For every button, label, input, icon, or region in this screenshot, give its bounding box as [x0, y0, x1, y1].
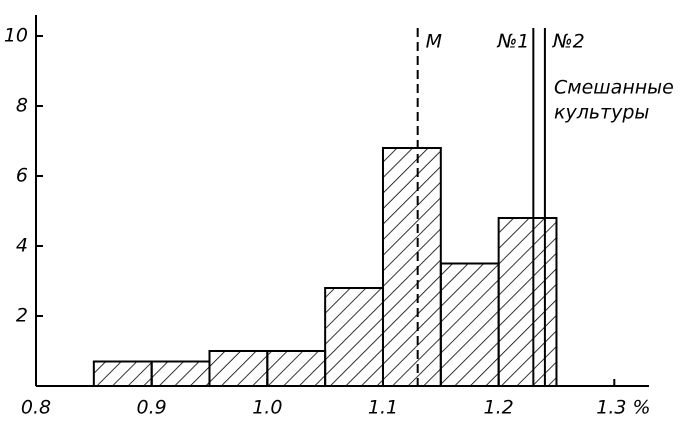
histogram-bar: [92, 360, 153, 387]
reference-label: №1: [496, 31, 529, 53]
annotation: культуры: [554, 102, 649, 124]
x-tick-label: 0.9: [137, 397, 167, 419]
reference-label: M: [426, 31, 442, 53]
histogram-bar: [381, 147, 442, 387]
histogram-bar: [497, 217, 558, 387]
histogram-bar: [208, 350, 269, 387]
x-tick-label: 1.0: [252, 397, 282, 419]
histogram-bar: [324, 287, 384, 387]
y-tick-label: 10: [4, 25, 28, 47]
histogram-bar: [150, 360, 211, 387]
histogram-bar: [439, 262, 500, 387]
annotation: Смешанные: [554, 77, 674, 99]
y-tick-label: 8: [16, 95, 28, 117]
x-tick-label: 1.3 %: [596, 397, 650, 419]
y-tick-label: 2: [16, 305, 28, 327]
y-tick-label: 4: [16, 235, 28, 257]
reference-label: №2: [552, 31, 585, 53]
x-tick-label: 1.2: [484, 397, 514, 419]
histogram-bar: [266, 350, 327, 387]
x-tick-label: 1.1: [368, 397, 398, 419]
y-tick-label: 6: [16, 165, 28, 187]
x-tick-label: 0.8: [21, 397, 51, 419]
